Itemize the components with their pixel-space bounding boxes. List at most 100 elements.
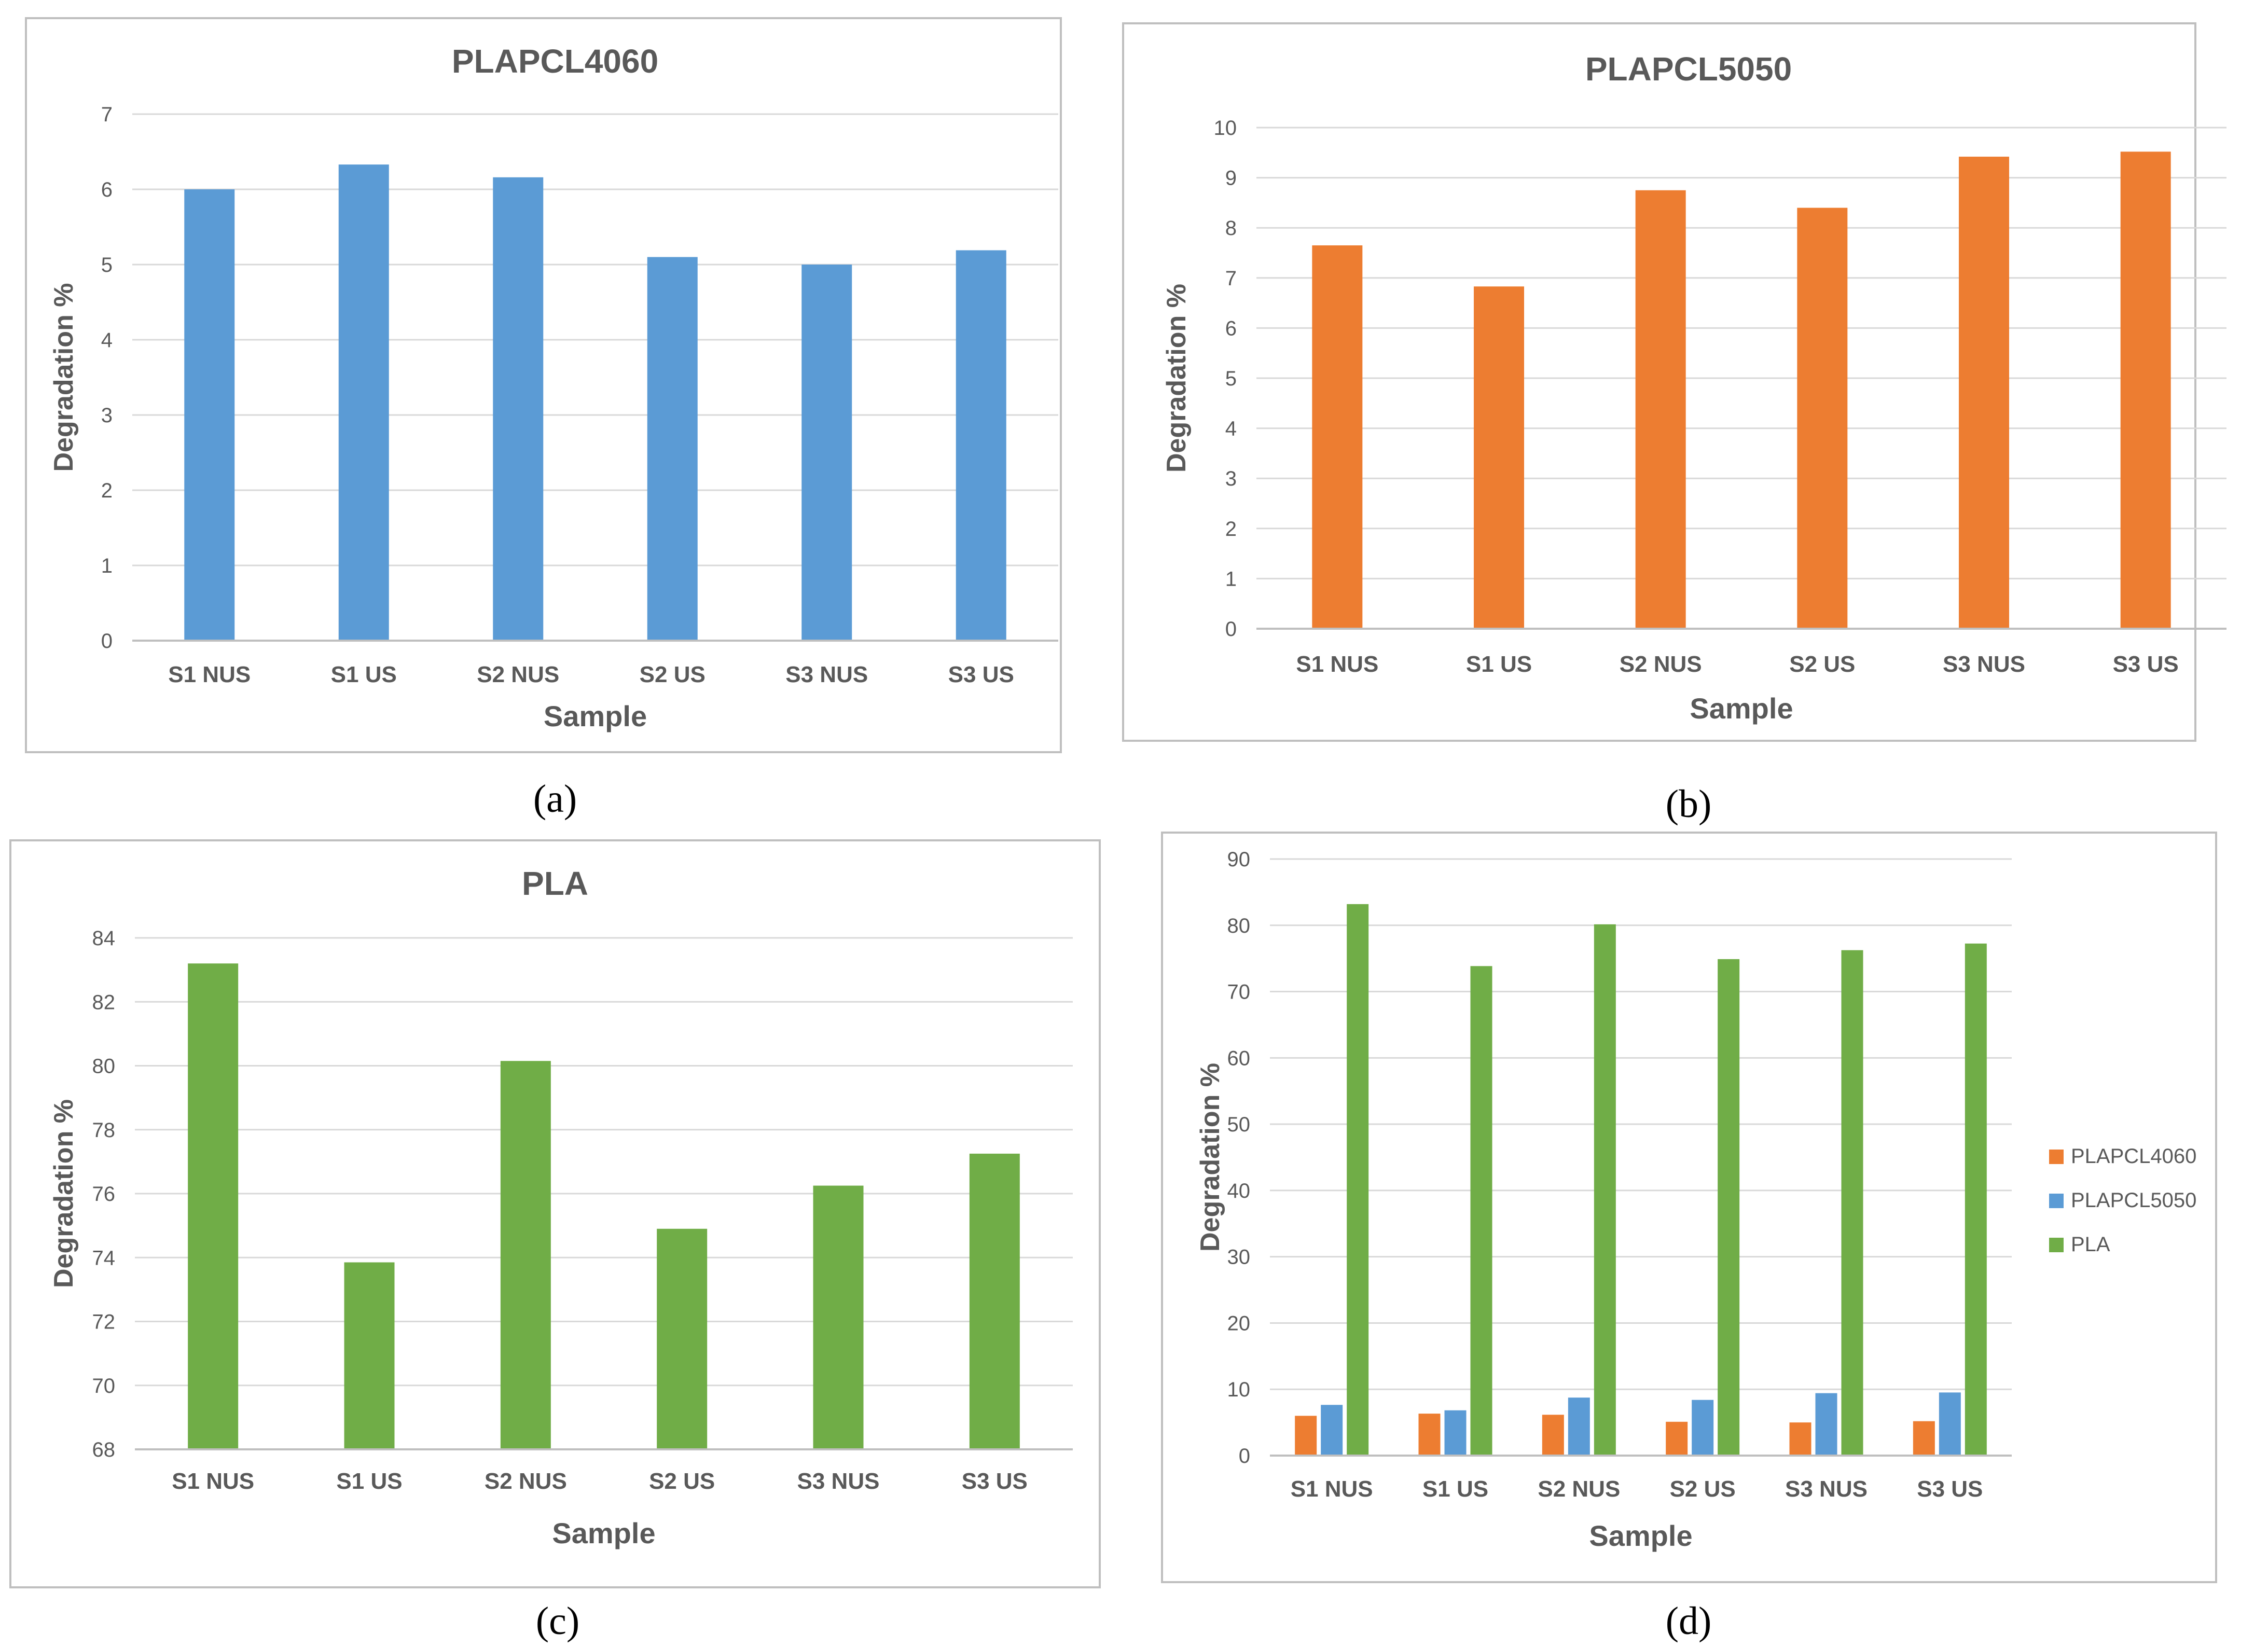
x-axis-label: Sample bbox=[552, 1517, 655, 1549]
x-axis-label: Sample bbox=[1690, 692, 1793, 725]
y-axis-label: Degradation % bbox=[1195, 1063, 1225, 1252]
x-axis-label: Sample bbox=[1589, 1519, 1692, 1552]
y-tick-label: 10 bbox=[1214, 117, 1237, 140]
legend-swatch bbox=[2049, 1150, 2064, 1164]
bar-plapcl4060-s2-nus bbox=[1542, 1415, 1564, 1456]
bar-plapcl5050-s1-us bbox=[1474, 286, 1524, 629]
y-tick-label: 70 bbox=[1227, 981, 1251, 1004]
x-category-label: S1 NUS bbox=[1296, 652, 1378, 677]
panel-caption: (b) bbox=[1666, 782, 1712, 826]
legend-swatch bbox=[2049, 1194, 2064, 1208]
y-tick-label: 8 bbox=[1225, 217, 1237, 240]
y-tick-label: 0 bbox=[1225, 618, 1237, 641]
y-tick-label: 68 bbox=[92, 1438, 116, 1461]
bar-pla-s1-us bbox=[1470, 966, 1492, 1456]
y-tick-label: 80 bbox=[1227, 915, 1251, 937]
x-category-label: S3 US bbox=[2113, 652, 2179, 677]
bar-plapcl5050-s3-nus bbox=[1815, 1393, 1837, 1456]
y-tick-label: 80 bbox=[92, 1055, 116, 1078]
y-axis-label: Degradation % bbox=[49, 1099, 79, 1288]
x-category-label: S2 NUS bbox=[477, 662, 559, 687]
x-category-label: S3 NUS bbox=[1943, 652, 2025, 677]
y-tick-label: 6 bbox=[101, 178, 113, 201]
bar-pla-s1-nus bbox=[1347, 904, 1369, 1456]
bar-plapcl4060-s3-nus bbox=[801, 265, 852, 641]
y-tick-label: 7 bbox=[1225, 267, 1237, 290]
x-axis-label: Sample bbox=[544, 700, 647, 732]
legend-label: PLAPCL5050 bbox=[2071, 1189, 2196, 1212]
y-tick-label: 0 bbox=[101, 630, 113, 653]
bar-plapcl5050-s2-us bbox=[1692, 1400, 1714, 1456]
chart-panel-c: 68 70 72 74 76 78 80 82 84 S1 NUS S1 US S2 NUS S2 US… bbox=[9, 839, 1101, 1643]
y-tick-label: 4 bbox=[1225, 418, 1237, 440]
bar-plapcl4060-s1-nus bbox=[1295, 1416, 1317, 1456]
y-tick-label: 1 bbox=[101, 555, 113, 577]
bar-pla-s2-us bbox=[657, 1228, 708, 1449]
bar-pla-s3-nus bbox=[1841, 950, 1863, 1456]
legend-label: PLA bbox=[2071, 1233, 2110, 1256]
x-category-label: S2 US bbox=[1789, 652, 1855, 677]
bar-pla-s3-us bbox=[1965, 943, 1987, 1456]
bar-pla-s1-us bbox=[344, 1262, 395, 1449]
y-tick-label: 84 bbox=[92, 927, 116, 950]
x-category-label: S1 US bbox=[1466, 652, 1532, 677]
bar-plapcl5050-s3-nus bbox=[1959, 157, 2009, 629]
y-tick-label: 30 bbox=[1227, 1246, 1251, 1269]
bar-plapcl4060-s1-us bbox=[1418, 1414, 1441, 1456]
bar-plapcl5050-s1-nus bbox=[1321, 1405, 1343, 1456]
y-tick-label: 76 bbox=[92, 1183, 116, 1206]
y-tick-label: 0 bbox=[1239, 1445, 1250, 1468]
x-category-label: S1 US bbox=[331, 662, 397, 687]
panel-caption: (a) bbox=[533, 777, 577, 821]
bar-plapcl5050-s3-us bbox=[1939, 1392, 1961, 1456]
x-category-label: S3 US bbox=[948, 662, 1014, 687]
x-category-label: S2 NUS bbox=[1620, 652, 1702, 677]
bar-plapcl4060-s1-nus bbox=[184, 189, 235, 641]
y-tick-label: 6 bbox=[1225, 317, 1237, 340]
bar-pla-s1-nus bbox=[188, 963, 239, 1449]
x-category-label: S3 NUS bbox=[785, 662, 868, 687]
bar-plapcl5050-s2-nus bbox=[1635, 190, 1686, 629]
y-tick-label: 3 bbox=[101, 404, 113, 427]
x-category-label: S2 US bbox=[1670, 1476, 1736, 1502]
y-tick-label: 10 bbox=[1227, 1378, 1251, 1401]
y-axis-label: Degradation % bbox=[1161, 284, 1192, 473]
bar-plapcl4060-s2-us bbox=[1666, 1421, 1688, 1456]
bar-plapcl5050-s2-nus bbox=[1568, 1397, 1590, 1456]
bar-plapcl4060-s1-us bbox=[338, 164, 389, 641]
chart-frame bbox=[25, 17, 1062, 753]
x-category-label: S2 NUS bbox=[485, 1469, 567, 1494]
bar-plapcl4060-s2-us bbox=[647, 257, 698, 641]
y-tick-label: 72 bbox=[92, 1311, 116, 1334]
x-category-label: S3 US bbox=[1917, 1476, 1983, 1502]
legend-swatch bbox=[2049, 1238, 2064, 1252]
x-category-label: S3 US bbox=[962, 1469, 1028, 1494]
x-category-label: S2 NUS bbox=[1538, 1476, 1620, 1502]
y-tick-label: 90 bbox=[1227, 848, 1251, 871]
x-category-label: S1 NUS bbox=[168, 662, 251, 687]
y-tick-label: 7 bbox=[101, 103, 113, 126]
y-tick-label: 40 bbox=[1227, 1180, 1251, 1202]
x-category-label: S3 NUS bbox=[797, 1469, 880, 1494]
y-tick-label: 1 bbox=[1225, 568, 1237, 590]
y-tick-label: 50 bbox=[1227, 1113, 1251, 1136]
legend: PLAPCL4060 PLAPCL5050 PLA bbox=[2049, 1145, 2196, 1256]
bar-plapcl5050-s2-us bbox=[1797, 207, 1848, 629]
x-category-label: S2 US bbox=[649, 1469, 715, 1494]
y-tick-label: 5 bbox=[1225, 367, 1237, 390]
y-tick-label: 5 bbox=[101, 254, 113, 276]
y-tick-label: 60 bbox=[1227, 1047, 1251, 1070]
chart-panel-b: 0 1 2 3 4 5 6 7 8 9 10 S1 NUS S1 US S2 NUS S2 US S3 NUS… bbox=[1122, 22, 2226, 826]
chart-panel-a: 0 1 2 3 4 5 6 7 S1 NUS S1 US S2 NUS S2 US S3 NUS S3 U… bbox=[25, 17, 1062, 821]
y-tick-label: 70 bbox=[92, 1375, 116, 1397]
y-tick-label: 20 bbox=[1227, 1312, 1251, 1335]
chart-title: PLAPCL4060 bbox=[452, 43, 658, 80]
bar-plapcl5050-s1-nus bbox=[1312, 245, 1363, 629]
bar-pla-s2-nus bbox=[1594, 924, 1616, 1456]
x-category-label: S1 NUS bbox=[172, 1469, 254, 1494]
bar-plapcl4060-s3-nus bbox=[1789, 1422, 1811, 1456]
y-tick-label: 3 bbox=[1225, 467, 1237, 490]
bar-pla-s3-us bbox=[969, 1153, 1020, 1449]
y-tick-label: 9 bbox=[1225, 167, 1237, 190]
